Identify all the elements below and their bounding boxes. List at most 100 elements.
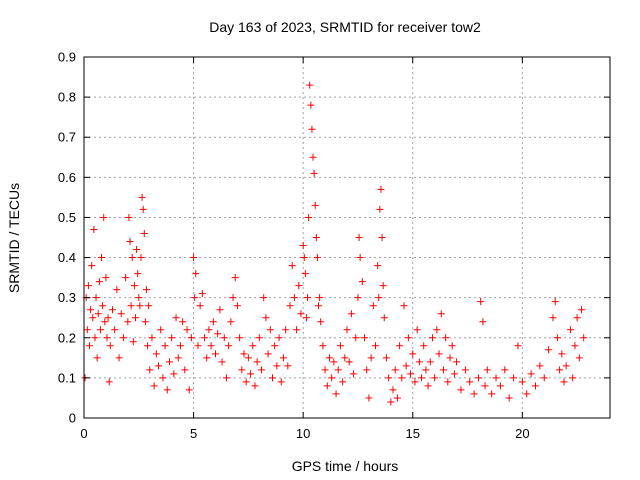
data-point [578, 306, 586, 314]
data-point [119, 334, 127, 342]
data-point [225, 342, 233, 350]
data-point [483, 366, 491, 374]
data-point [229, 294, 237, 302]
data-point [218, 358, 226, 366]
data-point [132, 314, 140, 322]
y-tick-label: 0.6 [58, 170, 76, 185]
data-point [308, 125, 316, 133]
x-tick-label: 5 [190, 426, 197, 441]
data-point [227, 318, 235, 326]
data-point [332, 390, 340, 398]
data-point [102, 274, 110, 282]
data-point [192, 270, 200, 278]
data-point [212, 350, 219, 358]
data-point [422, 366, 430, 374]
data-point [196, 302, 204, 310]
data-point [488, 390, 496, 398]
data-point [302, 314, 310, 322]
data-point [527, 370, 535, 378]
data-point [222, 374, 230, 382]
data-point [391, 366, 399, 374]
data-point [290, 294, 298, 302]
data-point [286, 302, 294, 310]
data-point [216, 306, 224, 314]
y-tick-label: 0.8 [58, 90, 76, 105]
data-point [356, 254, 364, 262]
data-point [240, 350, 248, 358]
data-point [185, 386, 193, 394]
data-point [141, 318, 149, 326]
data-point [580, 334, 588, 342]
data-point [264, 350, 272, 358]
data-point [253, 358, 261, 366]
data-point [355, 234, 363, 241]
data-point [481, 382, 489, 390]
data-point [299, 242, 307, 250]
data-point [385, 374, 393, 382]
data-point [428, 334, 436, 342]
data-points [81, 81, 588, 406]
data-point [505, 394, 513, 402]
data-point [93, 354, 101, 362]
data-point [84, 282, 92, 290]
data-point [157, 326, 165, 334]
data-point [95, 278, 103, 286]
data-point [549, 314, 557, 322]
data-point [129, 338, 137, 346]
data-point [106, 342, 114, 350]
data-point [402, 362, 410, 370]
data-point [305, 213, 313, 221]
data-point [336, 342, 344, 350]
data-point [295, 282, 303, 290]
data-point [407, 370, 415, 378]
data-point [321, 366, 329, 374]
data-point [475, 374, 482, 382]
data-point [293, 326, 301, 334]
data-point [404, 334, 412, 342]
data-point [450, 370, 458, 378]
data-point [92, 294, 100, 302]
data-point [231, 274, 239, 282]
data-point [145, 302, 153, 310]
data-point [393, 394, 401, 402]
data-point [433, 326, 441, 334]
data-point [94, 310, 102, 318]
data-point [374, 262, 382, 270]
x-tick-label: 10 [296, 426, 310, 441]
data-point [297, 310, 305, 318]
data-point [190, 254, 198, 262]
data-point [115, 354, 123, 362]
data-point [316, 294, 324, 302]
y-tick-label: 0.1 [58, 370, 76, 385]
data-point [87, 306, 95, 314]
data-point [209, 318, 217, 326]
data-point [148, 334, 156, 342]
data-point [556, 366, 564, 374]
data-point [127, 302, 135, 310]
data-point [282, 326, 290, 334]
data-point [514, 342, 522, 350]
y-tick-label: 0.5 [58, 210, 76, 225]
data-point [262, 314, 270, 322]
data-point [307, 101, 315, 109]
data-point [439, 366, 447, 374]
data-point [377, 185, 385, 193]
data-point [90, 225, 98, 233]
data-point [203, 354, 211, 362]
data-point [122, 274, 130, 282]
data-point [453, 358, 461, 366]
data-point [396, 342, 404, 350]
data-point [198, 290, 206, 298]
data-point [347, 310, 355, 318]
data-point [288, 262, 296, 270]
data-point [325, 354, 333, 362]
data-point [367, 354, 375, 362]
data-point [117, 310, 125, 318]
data-point [142, 286, 150, 294]
y-tick-label: 0.3 [58, 290, 76, 305]
data-point [150, 382, 158, 390]
data-point [413, 326, 421, 334]
data-point [315, 302, 323, 310]
data-point [470, 390, 478, 398]
data-point [251, 382, 259, 390]
